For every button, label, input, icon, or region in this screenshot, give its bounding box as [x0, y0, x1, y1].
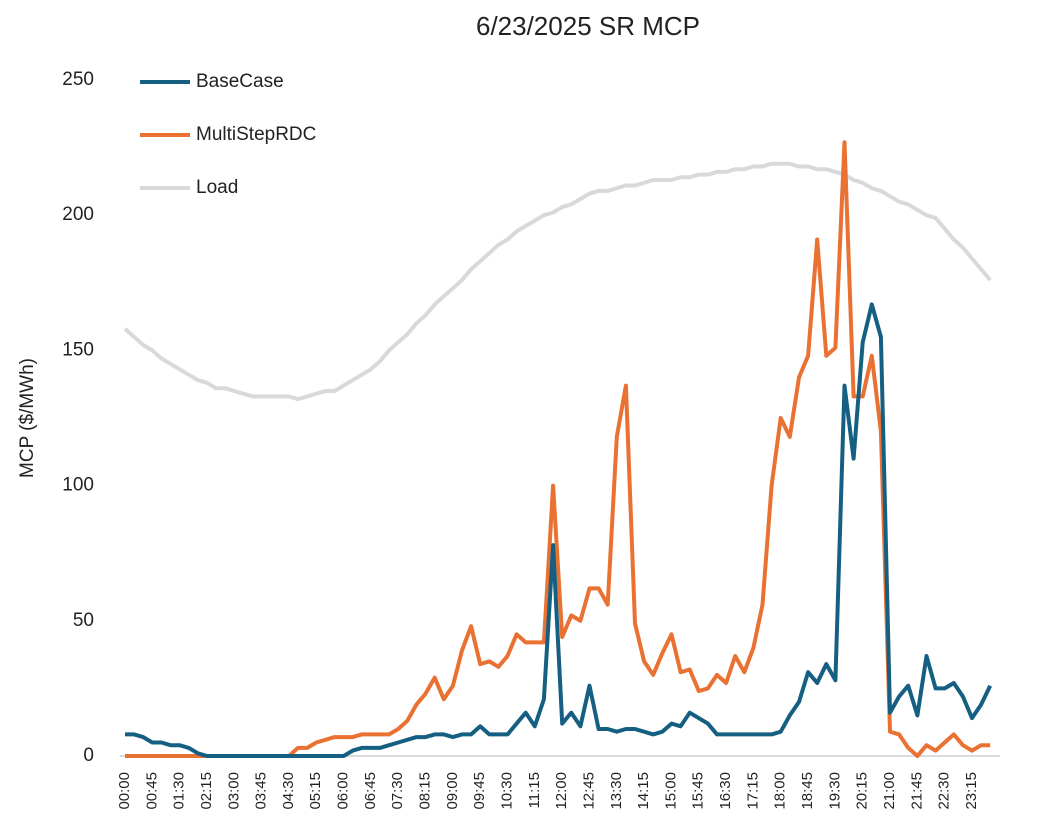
y-tick-label: 200 — [62, 204, 94, 225]
x-tick-label: 06:45 — [362, 772, 379, 810]
x-tick-label: 18:00 — [772, 772, 789, 810]
x-tick-label: 09:45 — [471, 772, 488, 810]
x-tick-label: 12:45 — [580, 772, 597, 810]
x-tick-label: 10:30 — [498, 772, 515, 810]
x-tick-label: 16:30 — [717, 772, 734, 810]
x-tick-label: 22:30 — [936, 772, 953, 810]
x-tick-label: 21:45 — [908, 772, 925, 810]
x-tick-label: 21:00 — [881, 772, 898, 810]
x-tick-label: 20:15 — [854, 772, 871, 810]
x-tick-label: 00:00 — [116, 772, 133, 810]
x-tick-label: 18:45 — [799, 772, 816, 810]
x-tick-label: 11:15 — [526, 772, 543, 808]
x-tick-label: 07:30 — [389, 772, 406, 810]
x-tick-label: 12:00 — [553, 772, 570, 810]
y-tick-label: 0 — [83, 745, 94, 766]
x-tick-label: 03:45 — [253, 772, 270, 810]
x-tick-label: 03:00 — [225, 772, 242, 810]
y-tick-label: 50 — [73, 610, 94, 631]
x-tick-label: 15:45 — [690, 772, 707, 810]
legend-label: BaseCase — [196, 71, 284, 92]
x-tick-label: 08:15 — [417, 772, 434, 810]
x-tick-label: 00:45 — [143, 772, 160, 810]
x-tick-label: 19:30 — [826, 772, 843, 810]
x-tick-label: 23:15 — [963, 772, 980, 810]
x-tick-label: 14:15 — [635, 772, 652, 810]
chart-title: 6/23/2025 SR MCP — [476, 11, 700, 41]
legend-label: Load — [196, 177, 238, 198]
y-tick-label: 100 — [62, 475, 94, 496]
x-tick-label: 02:15 — [198, 772, 215, 810]
x-tick-label: 09:00 — [444, 772, 461, 810]
x-tick-label: 17:15 — [744, 772, 761, 810]
x-tick-label: 13:30 — [608, 772, 625, 810]
y-axis-label: MCP ($/MWh) — [17, 358, 38, 478]
x-tick-label: 01:30 — [171, 772, 188, 810]
x-tick-label: 05:15 — [307, 772, 324, 810]
x-tick-label: 15:00 — [662, 772, 679, 810]
series-line — [125, 302, 993, 758]
y-tick-label: 150 — [62, 339, 94, 360]
x-tick-label: 06:00 — [335, 772, 352, 810]
x-tick-label: 04:30 — [280, 772, 297, 810]
y-tick-label: 250 — [62, 69, 94, 90]
legend-label: MultiStepRDC — [196, 124, 316, 145]
